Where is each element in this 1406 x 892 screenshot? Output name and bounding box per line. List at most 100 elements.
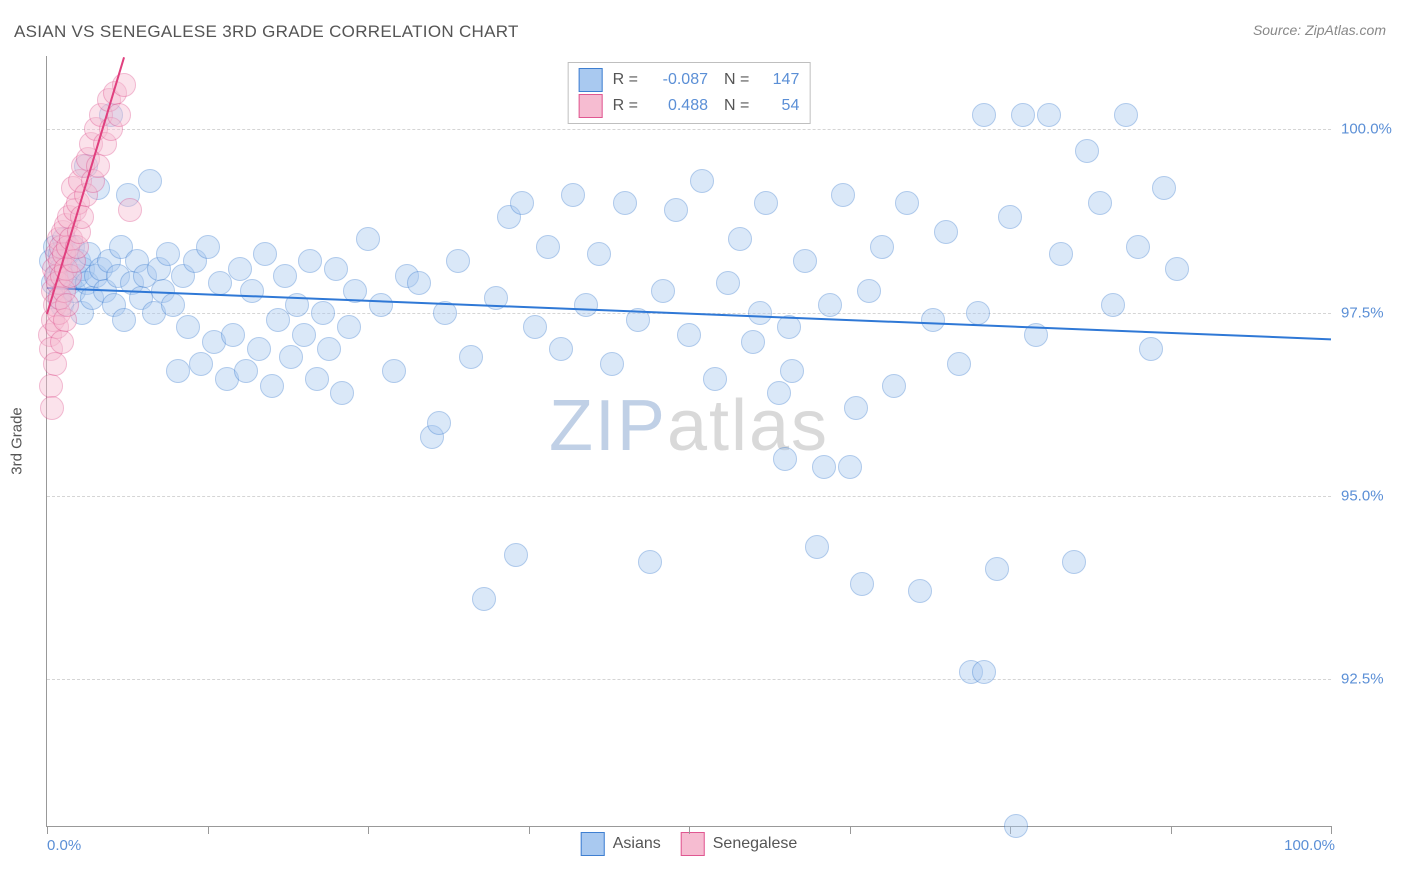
data-point: [638, 550, 662, 574]
data-point: [613, 191, 637, 215]
n-value-asians: 147: [759, 67, 799, 93]
data-point: [112, 308, 136, 332]
x-axis-start-label: 0.0%: [47, 837, 81, 854]
r-label: R =: [613, 67, 638, 93]
n-label: N =: [724, 67, 749, 93]
data-point: [812, 455, 836, 479]
data-point: [561, 183, 585, 207]
data-point: [838, 455, 862, 479]
scatter-plot-area: 3rd Grade ZIPatlas R = -0.087 N = 147 R …: [46, 56, 1331, 827]
legend-row-senegalese: R = 0.488 N = 54: [579, 93, 800, 119]
data-point: [921, 308, 945, 332]
data-point: [664, 198, 688, 222]
data-point: [369, 293, 393, 317]
n-value-senegalese: 54: [759, 93, 799, 119]
data-point: [330, 381, 354, 405]
legend-swatch-asians: [581, 832, 605, 856]
data-point: [221, 323, 245, 347]
correlation-legend: R = -0.087 N = 147 R = 0.488 N = 54: [568, 62, 811, 124]
x-tick: [689, 826, 690, 834]
data-point: [780, 359, 804, 383]
data-point: [1062, 550, 1086, 574]
data-point: [741, 330, 765, 354]
data-point: [690, 169, 714, 193]
data-point: [1114, 103, 1138, 127]
data-point: [273, 264, 297, 288]
data-point: [895, 191, 919, 215]
data-point: [574, 293, 598, 317]
data-point: [805, 535, 829, 559]
watermark-part1: ZIP: [549, 386, 667, 466]
data-point: [1037, 103, 1061, 127]
source-attribution: Source: ZipAtlas.com: [1253, 22, 1386, 38]
data-point: [50, 330, 74, 354]
data-point: [407, 271, 431, 295]
legend-item-senegalese: Senegalese: [681, 832, 798, 856]
data-point: [1004, 814, 1028, 838]
data-point: [934, 220, 958, 244]
data-point: [857, 279, 881, 303]
data-point: [446, 249, 470, 273]
data-point: [189, 352, 213, 376]
data-point: [998, 205, 1022, 229]
data-point: [523, 315, 547, 339]
data-point: [240, 279, 264, 303]
x-tick: [1171, 826, 1172, 834]
legend-row-asians: R = -0.087 N = 147: [579, 67, 800, 93]
series-legend: Asians Senegalese: [581, 832, 798, 856]
x-tick: [47, 826, 48, 834]
data-point: [651, 279, 675, 303]
x-tick: [529, 826, 530, 834]
data-point: [850, 572, 874, 596]
x-tick: [1331, 826, 1332, 834]
data-point: [536, 235, 560, 259]
legend-label: Senegalese: [713, 835, 798, 853]
data-point: [298, 249, 322, 273]
data-point: [882, 374, 906, 398]
data-point: [793, 249, 817, 273]
r-label: R =: [613, 93, 638, 119]
data-point: [703, 367, 727, 391]
data-point: [156, 242, 180, 266]
legend-item-asians: Asians: [581, 832, 661, 856]
y-tick-label: 100.0%: [1341, 121, 1401, 138]
data-point: [40, 396, 64, 420]
legend-swatch-senegalese: [681, 832, 705, 856]
x-tick: [368, 826, 369, 834]
data-point: [748, 301, 772, 325]
data-point: [1139, 337, 1163, 361]
y-tick-label: 95.0%: [1341, 488, 1401, 505]
data-point: [818, 293, 842, 317]
data-point: [600, 352, 624, 376]
data-point: [587, 242, 611, 266]
data-point: [677, 323, 701, 347]
legend-swatch-asians: [579, 68, 603, 92]
data-point: [55, 293, 79, 317]
x-axis-end-label: 100.0%: [1284, 837, 1335, 854]
data-point: [43, 352, 67, 376]
data-point: [234, 359, 258, 383]
data-point: [228, 257, 252, 281]
data-point: [1101, 293, 1125, 317]
data-point: [253, 242, 277, 266]
gridline: [47, 129, 1331, 130]
data-point: [317, 337, 341, 361]
data-point: [549, 337, 573, 361]
r-value-senegalese: 0.488: [648, 93, 708, 119]
r-value-asians: -0.087: [648, 67, 708, 93]
data-point: [1152, 176, 1176, 200]
watermark-part2: atlas: [667, 386, 829, 466]
data-point: [118, 198, 142, 222]
data-point: [504, 543, 528, 567]
data-point: [870, 235, 894, 259]
data-point: [844, 396, 868, 420]
gridline: [47, 679, 1331, 680]
chart-title: ASIAN VS SENEGALESE 3RD GRADE CORRELATIO…: [14, 22, 519, 42]
data-point: [1165, 257, 1189, 281]
data-point: [1049, 242, 1073, 266]
data-point: [947, 352, 971, 376]
y-tick-label: 97.5%: [1341, 304, 1401, 321]
data-point: [39, 374, 63, 398]
data-point: [1011, 103, 1035, 127]
data-point: [985, 557, 1009, 581]
